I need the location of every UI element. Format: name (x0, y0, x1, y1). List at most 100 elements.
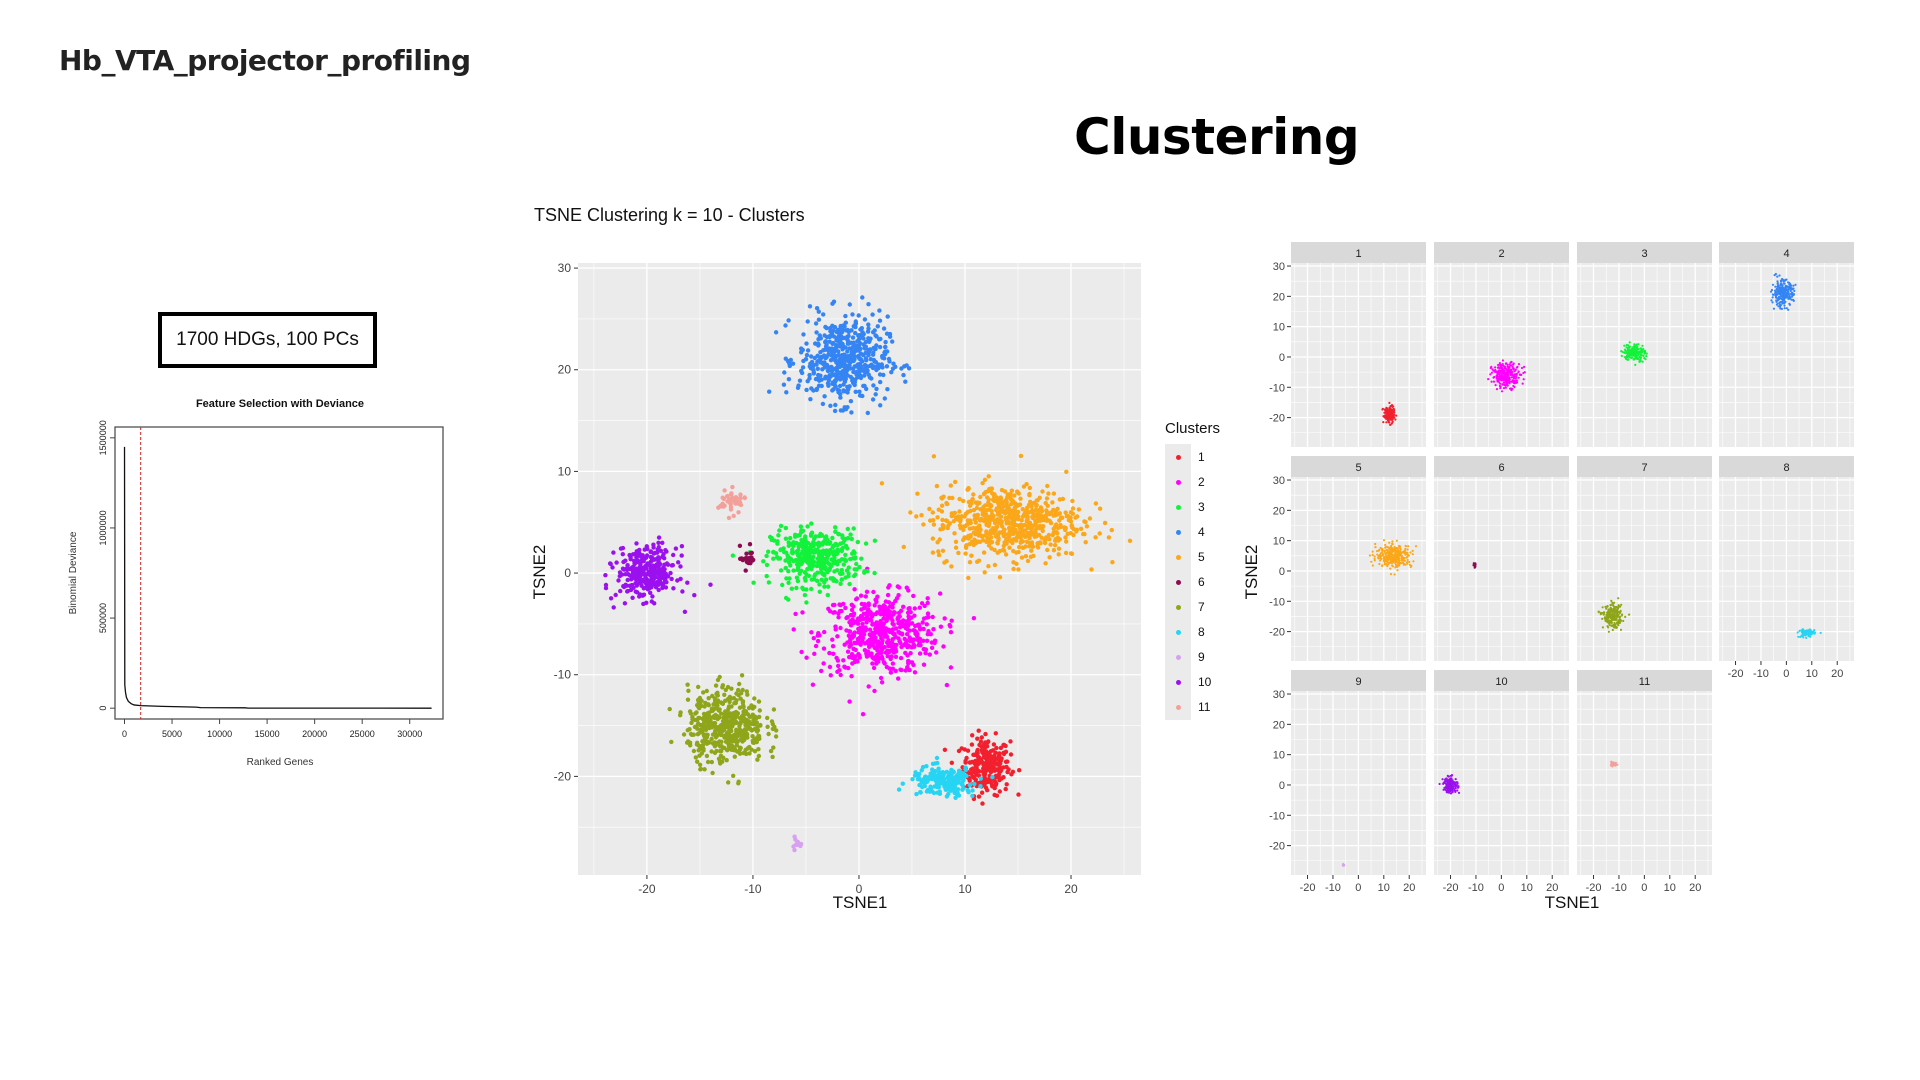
point-cluster-2 (908, 651, 913, 656)
point-cluster-1 (981, 761, 987, 766)
point-cluster-3 (794, 575, 800, 580)
point-cluster-3 (1641, 344, 1644, 347)
point-cluster-5 (1020, 507, 1025, 512)
point-cluster-5 (1082, 519, 1087, 524)
point-cluster-10 (635, 590, 640, 595)
point-cluster-2 (828, 673, 833, 678)
point-cluster-4 (1794, 283, 1797, 286)
point-cluster-4 (816, 358, 822, 363)
point-cluster-5 (982, 570, 987, 575)
point-cluster-5 (998, 514, 1004, 519)
point-cluster-10 (616, 578, 621, 583)
point-cluster-4 (800, 365, 806, 370)
legend-item: 1 (1165, 450, 1225, 464)
point-cluster-5 (1368, 554, 1371, 557)
point-cluster-11 (727, 500, 733, 505)
point-cluster-2 (830, 637, 835, 642)
point-cluster-7 (707, 717, 713, 722)
point-cluster-4 (863, 339, 869, 345)
point-cluster-1 (966, 770, 971, 776)
point-cluster-2 (1500, 375, 1503, 378)
point-cluster-5 (1016, 549, 1021, 555)
point-cluster-11 (728, 507, 734, 512)
point-cluster-2 (932, 640, 937, 646)
point-cluster-10 (618, 546, 624, 551)
point-cluster-8 (933, 761, 938, 766)
point-cluster-7 (732, 701, 737, 706)
point-cluster-4 (1786, 292, 1789, 295)
point-cluster-7 (716, 699, 721, 704)
point-cluster-5 (992, 562, 998, 568)
point-cluster-7 (719, 711, 724, 716)
point-cluster-2 (1497, 379, 1500, 382)
point-cluster-8 (936, 766, 941, 771)
point-cluster-3 (857, 564, 862, 570)
point-cluster-3 (1628, 341, 1631, 344)
point-cluster-5 (1009, 497, 1014, 503)
point-cluster-5 (940, 548, 946, 553)
point-cluster-3 (855, 539, 860, 545)
point-cluster-4 (856, 365, 861, 370)
point-cluster-2 (890, 618, 895, 623)
x-tick-label: 15000 (255, 729, 280, 739)
point-cluster-5 (1033, 527, 1038, 533)
point-cluster-4 (1771, 283, 1775, 286)
plot-frame (114, 426, 444, 720)
point-cluster-5 (1408, 560, 1411, 564)
point-cluster-5 (930, 536, 936, 541)
point-cluster-5 (967, 518, 973, 523)
point-cluster-4 (875, 324, 880, 329)
point-cluster-4 (857, 389, 862, 394)
y-tick-label: 0 (98, 706, 108, 711)
point-cluster-5 (953, 479, 958, 485)
point-cluster-2 (948, 630, 954, 635)
point-cluster-11 (721, 496, 727, 502)
point-cluster-2 (896, 636, 901, 641)
point-cluster-5 (1020, 530, 1025, 536)
point-cluster-3 (778, 523, 784, 529)
point-cluster-4 (1779, 284, 1782, 287)
point-cluster-7 (742, 730, 747, 735)
point-cluster-2 (836, 615, 841, 620)
point-cluster-2 (904, 622, 910, 627)
point-cluster-11 (726, 515, 732, 521)
point-cluster-2 (1509, 373, 1512, 376)
point-cluster-5 (952, 531, 957, 536)
point-cluster-5 (1403, 550, 1406, 553)
point-cluster-10 (638, 554, 644, 559)
point-cluster-4 (786, 318, 791, 323)
point-cluster-7 (736, 687, 741, 693)
point-cluster-5 (1397, 562, 1400, 565)
point-cluster-2 (847, 644, 852, 649)
point-cluster-2 (876, 639, 881, 644)
point-cluster-2 (853, 647, 858, 653)
point-cluster-2 (1497, 363, 1500, 367)
point-cluster-3 (786, 543, 791, 548)
point-cluster-2 (896, 610, 902, 616)
point-cluster-4 (842, 379, 848, 384)
point-cluster-5 (1384, 543, 1387, 547)
point-cluster-1 (1004, 764, 1009, 770)
point-cluster-5 (958, 524, 964, 530)
point-cluster-5 (956, 550, 961, 556)
point-cluster-5 (931, 454, 937, 459)
point-cluster-4 (1791, 295, 1794, 298)
point-cluster-1 (1004, 782, 1009, 787)
point-cluster-5 (1400, 559, 1403, 562)
point-cluster-3 (1638, 358, 1641, 361)
point-cluster-4 (1782, 296, 1785, 300)
point-cluster-1 (975, 747, 980, 753)
point-cluster-3 (843, 552, 848, 558)
point-cluster-1 (1391, 420, 1394, 423)
point-cluster-2 (1511, 365, 1514, 368)
point-cluster-4 (783, 356, 788, 361)
point-cluster-5 (1011, 566, 1016, 572)
point-cluster-2 (921, 616, 927, 621)
point-cluster-4 (906, 366, 912, 371)
point-cluster-1 (969, 742, 975, 747)
point-cluster-5 (1025, 558, 1031, 564)
point-cluster-2 (912, 643, 917, 648)
point-cluster-4 (1787, 288, 1790, 291)
point-cluster-1 (1385, 407, 1388, 410)
point-cluster-3 (766, 580, 772, 585)
